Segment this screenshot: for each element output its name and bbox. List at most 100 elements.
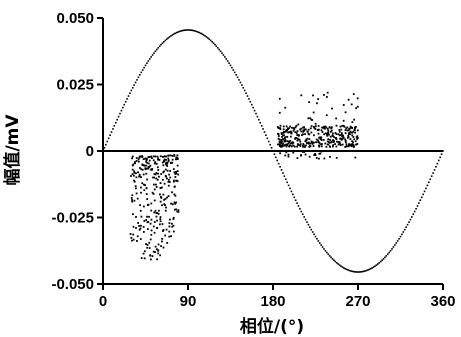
sine-point (283, 175, 286, 177)
data-point (299, 143, 302, 145)
data-point (349, 133, 351, 136)
data-point (145, 187, 148, 190)
sine-point (259, 121, 262, 124)
data-point (326, 134, 329, 136)
sine-point (310, 228, 313, 231)
sine-point (297, 205, 300, 207)
data-point (285, 145, 288, 148)
data-point (158, 159, 161, 161)
sine-point (184, 29, 186, 31)
data-point (159, 216, 162, 218)
sine-point (429, 178, 432, 181)
data-point (328, 126, 331, 129)
data-point (292, 141, 295, 144)
data-point (153, 231, 156, 234)
sine-point (313, 233, 315, 236)
data-point (329, 130, 332, 133)
data-point (328, 141, 330, 144)
data-point (172, 230, 175, 233)
data-point (280, 145, 283, 148)
data-point (316, 128, 319, 131)
data-point (167, 159, 170, 162)
sine-point (416, 205, 419, 207)
data-point (345, 127, 348, 130)
data-point (340, 134, 343, 136)
sine-point (362, 270, 365, 273)
data-point (338, 142, 341, 145)
data-point (170, 162, 172, 164)
data-point (161, 178, 164, 181)
data-point (167, 178, 170, 181)
data-point (315, 138, 318, 141)
data-point (354, 156, 357, 159)
data-point (176, 156, 179, 159)
data-point (146, 215, 148, 218)
data-point (338, 130, 341, 133)
data-point (287, 131, 290, 134)
y-tick-label: 0 (86, 143, 94, 160)
data-point (132, 238, 135, 241)
data-point (174, 176, 177, 178)
sine-point (280, 169, 283, 171)
data-point (324, 142, 327, 145)
data-point (292, 127, 295, 129)
sine-point (187, 29, 189, 31)
data-point (173, 208, 176, 211)
data-point (286, 144, 289, 147)
data-point (297, 138, 300, 141)
sine-point (219, 50, 222, 53)
sine-point (284, 178, 287, 181)
data-point (155, 183, 157, 186)
data-point (294, 131, 297, 134)
data-point (347, 134, 350, 137)
data-point (351, 127, 354, 129)
sine-point (352, 270, 355, 273)
sine-point (411, 216, 413, 218)
sine-point (279, 166, 281, 168)
sine-point (306, 221, 308, 223)
sine-point (408, 221, 410, 223)
sine-point (357, 271, 359, 273)
sine-point (188, 29, 191, 31)
data-point (175, 158, 177, 161)
data-point (142, 231, 145, 233)
data-point (153, 188, 156, 191)
data-point (281, 136, 283, 138)
sine-point (224, 56, 226, 58)
sine-point (195, 30, 198, 33)
data-point (278, 97, 281, 100)
data-point (317, 139, 319, 142)
sine-point (127, 95, 130, 97)
data-point (342, 134, 344, 137)
sine-point (384, 256, 386, 259)
sine-point (144, 64, 147, 67)
data-point (318, 136, 320, 139)
data-point (166, 169, 169, 172)
sine-point (236, 76, 239, 79)
data-point (304, 133, 306, 136)
data-point (163, 203, 166, 206)
data-point (165, 158, 168, 161)
data-point (315, 141, 317, 144)
data-point (134, 162, 136, 164)
data-point (154, 173, 157, 176)
data-point (131, 200, 134, 203)
data-point (165, 162, 168, 165)
data-point (131, 168, 134, 171)
data-point (296, 130, 299, 133)
data-point (166, 165, 169, 167)
data-point (137, 158, 140, 161)
data-point (160, 196, 163, 199)
data-point (284, 136, 287, 138)
data-point (172, 180, 175, 183)
sine-point (437, 159, 440, 162)
data-point (289, 142, 292, 145)
data-point (277, 127, 280, 130)
data-point (278, 138, 281, 141)
sine-point (276, 159, 279, 162)
data-point (147, 166, 150, 168)
data-point (296, 145, 298, 148)
sine-point (215, 45, 218, 47)
y-tick-label: 0.050 (56, 10, 94, 27)
sine-point (248, 98, 250, 100)
